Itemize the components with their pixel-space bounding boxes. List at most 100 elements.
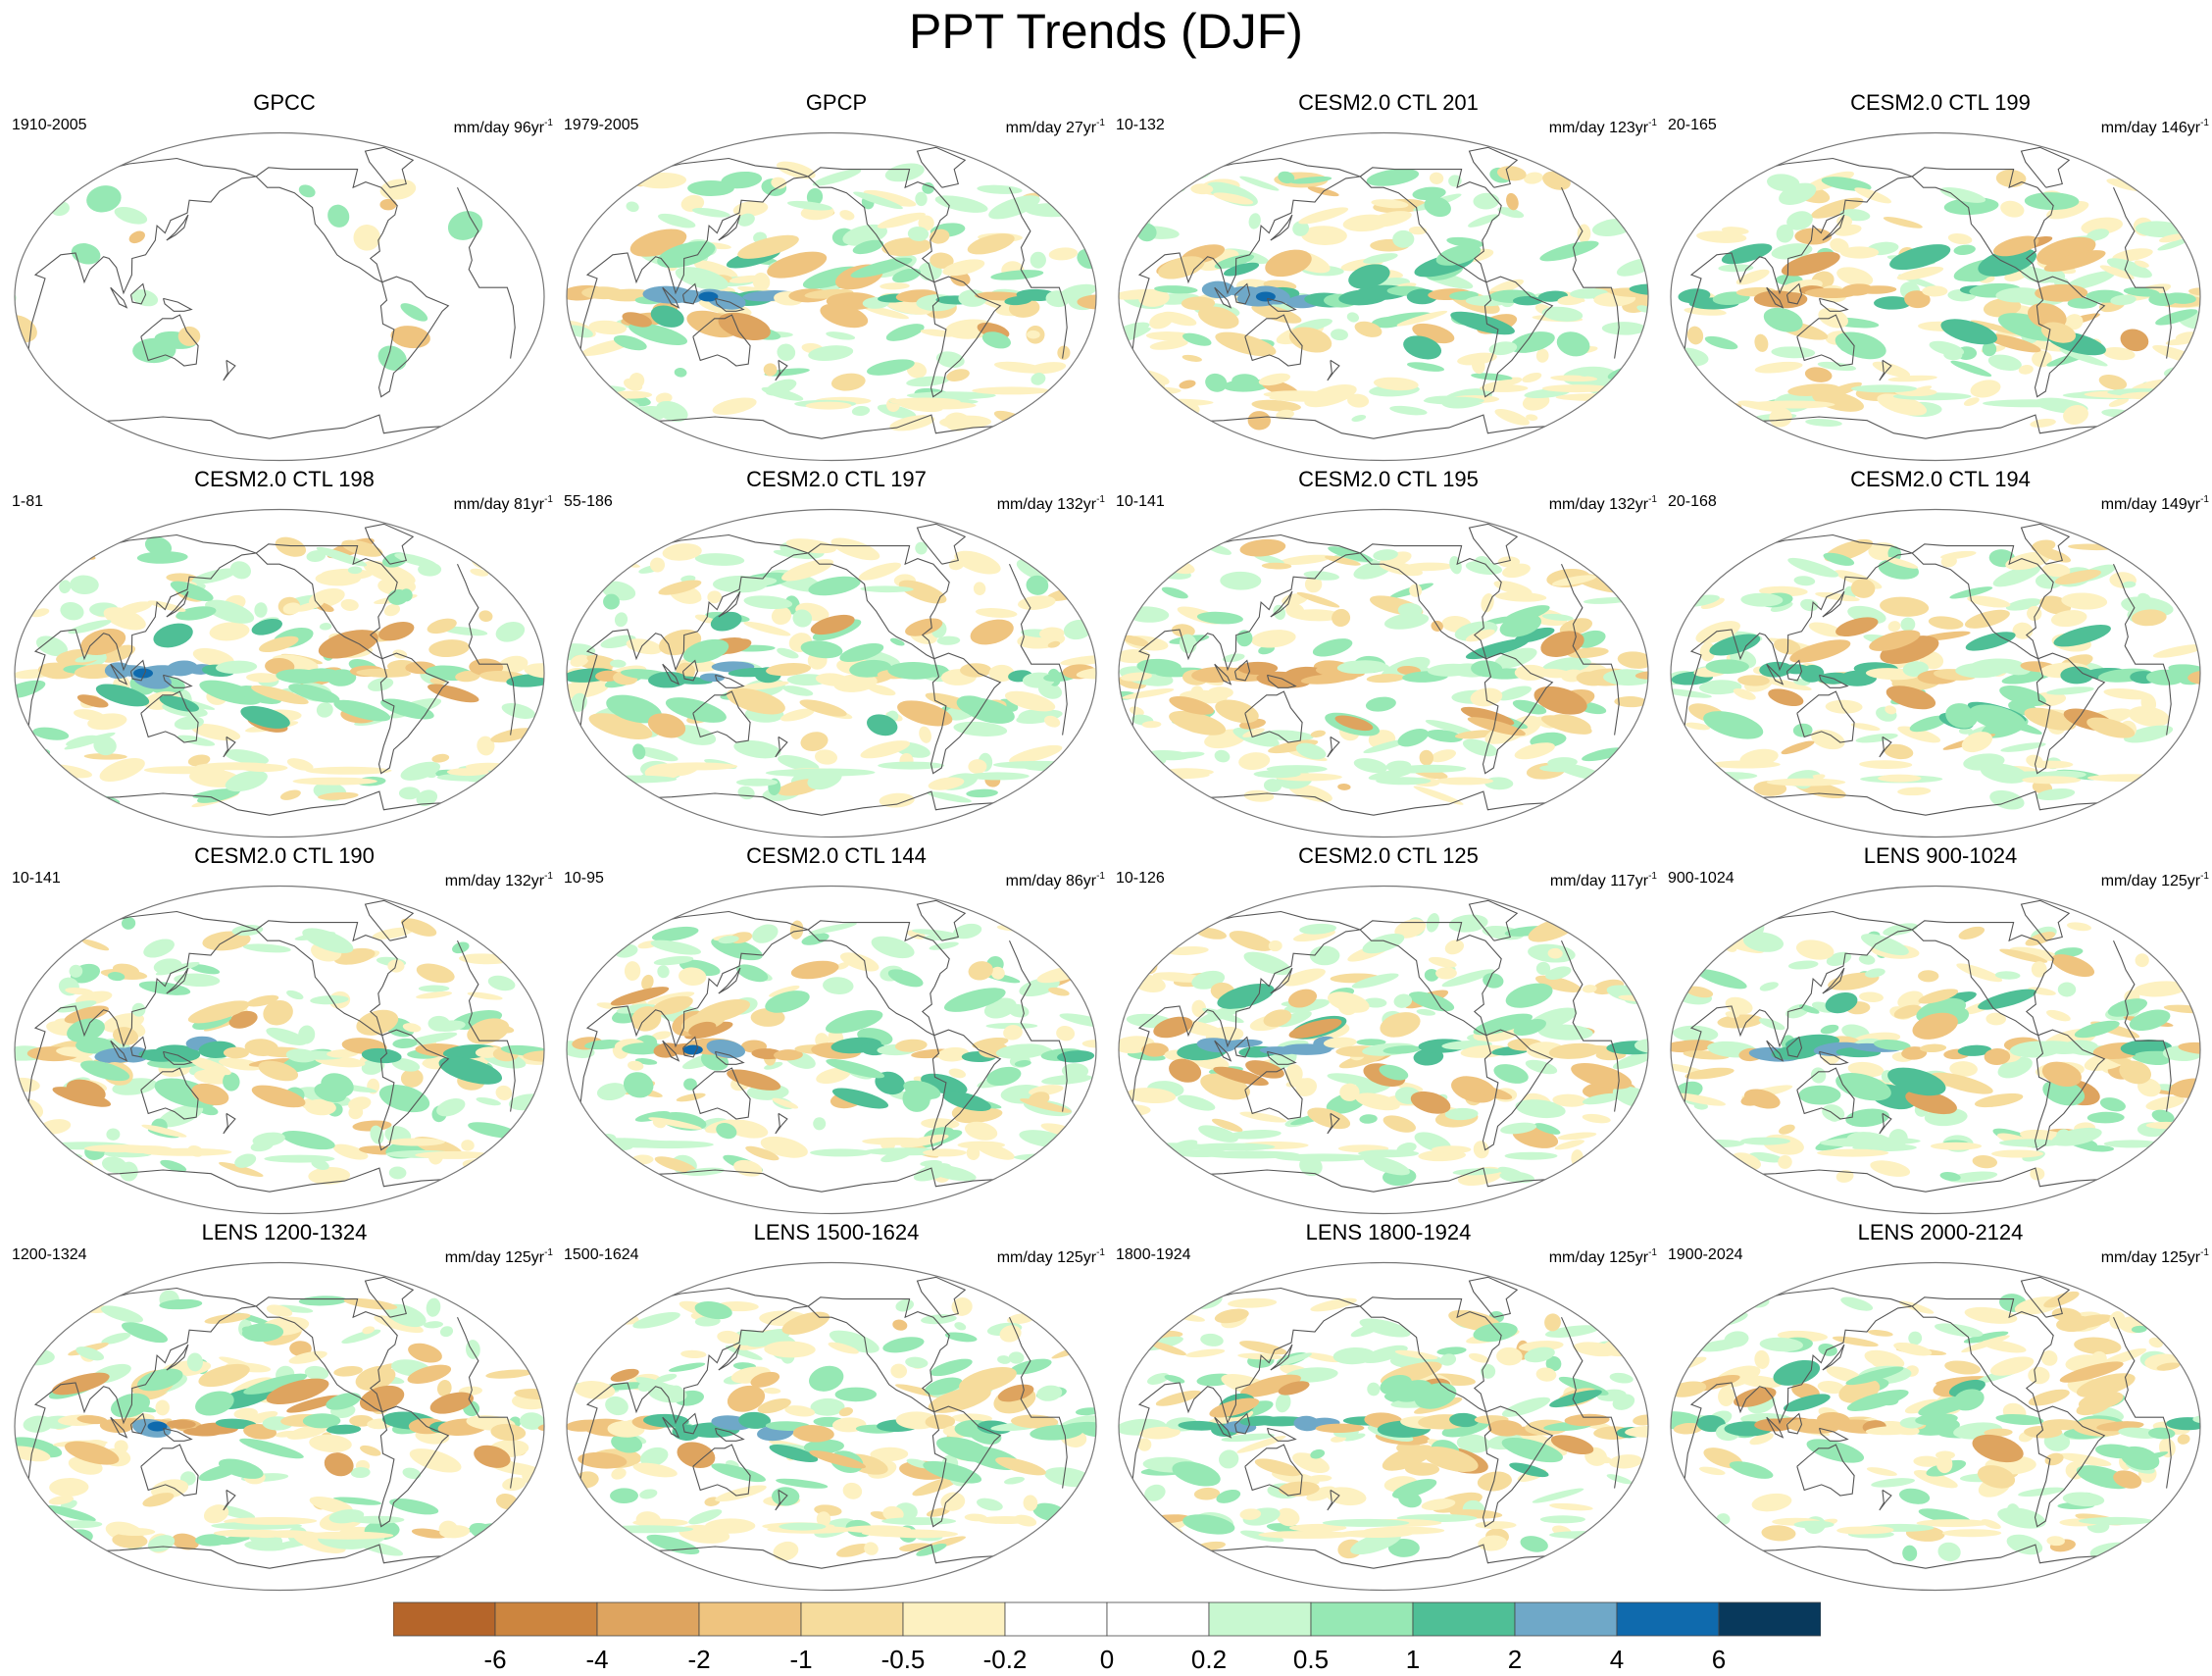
trend-anomaly-patch bbox=[1967, 595, 2011, 608]
trend-anomaly-patch bbox=[1737, 675, 1770, 686]
trend-anomaly-patch bbox=[2145, 669, 2186, 686]
colorbar-tick-label: 1 bbox=[1405, 1645, 1421, 1674]
trend-anomaly-patch bbox=[1435, 244, 1482, 266]
trend-anomaly-patch bbox=[1452, 1168, 1502, 1176]
trend-anomaly-patch bbox=[1740, 592, 1784, 607]
trend-anomaly-patch bbox=[1997, 1507, 2046, 1529]
trend-anomaly-patch bbox=[1471, 373, 1513, 381]
trend-anomaly-patch bbox=[379, 178, 417, 200]
trend-anomaly-patch bbox=[2134, 981, 2187, 997]
trend-anomaly-patch bbox=[2101, 409, 2136, 419]
trend-anomaly-patch bbox=[1980, 763, 2028, 784]
trend-anomaly-patch bbox=[1961, 1335, 2010, 1353]
trend-anomaly-patch bbox=[691, 207, 730, 218]
trend-anomaly-patch bbox=[786, 200, 832, 211]
trend-anomaly-patch bbox=[1994, 971, 2021, 980]
trend-anomaly-patch bbox=[964, 1121, 998, 1141]
trend-anomaly-patch bbox=[726, 687, 785, 715]
trend-anomaly-patch bbox=[881, 1517, 957, 1526]
trend-anomaly-patch bbox=[458, 953, 511, 965]
trend-anomaly-patch bbox=[2086, 1111, 2125, 1124]
units-prefix: mm/day bbox=[2100, 1249, 2157, 1266]
coastline bbox=[628, 790, 1032, 816]
trend-anomaly-patch bbox=[610, 1368, 639, 1382]
trend-anomaly-patch bbox=[1220, 1039, 1263, 1048]
trend-anomaly-patch bbox=[1222, 653, 1245, 663]
trend-anomaly-patch bbox=[1855, 733, 1898, 743]
coastline bbox=[1270, 590, 1293, 618]
trend-anomaly-patch bbox=[1324, 555, 1361, 566]
trend-anomaly-patch bbox=[993, 410, 1030, 427]
trend-anomaly-patch bbox=[718, 312, 771, 341]
trend-anomaly-patch bbox=[1588, 1454, 1613, 1464]
trend-anomaly-patch bbox=[1363, 1155, 1410, 1176]
trend-anomaly-patch bbox=[781, 1311, 830, 1335]
trend-anomaly-patch bbox=[2089, 1542, 2138, 1560]
panel-title: CESM2.0 CTL 125 bbox=[1298, 843, 1479, 868]
trend-anomaly-patch bbox=[298, 1295, 348, 1306]
trend-anomaly-patch bbox=[780, 708, 815, 722]
coastline bbox=[1180, 414, 1584, 439]
coastline bbox=[1131, 1287, 1361, 1489]
trend-anomaly-patch bbox=[1326, 1487, 1367, 1506]
trend-anomaly-patch bbox=[2064, 314, 2084, 330]
trend-anomaly-patch bbox=[864, 1542, 879, 1555]
trend-anomaly-patch bbox=[114, 206, 148, 225]
panel-units: mm/day 132yr-1 bbox=[1549, 488, 1657, 517]
trend-anomaly-patch bbox=[2006, 1503, 2021, 1519]
trend-anomaly-patch bbox=[101, 1156, 127, 1174]
trend-anomaly-patch bbox=[1787, 960, 1819, 970]
trend-anomaly-patch bbox=[2076, 1373, 2136, 1397]
trend-anomaly-patch bbox=[258, 1060, 299, 1082]
trend-anomaly-patch bbox=[1964, 609, 2010, 629]
units-suffix: yr bbox=[1082, 120, 1097, 136]
trend-anomaly-patch bbox=[56, 1000, 97, 1013]
trend-anomaly-patch bbox=[765, 990, 810, 1013]
trend-anomaly-patch bbox=[15, 680, 46, 699]
trend-anomaly-patch bbox=[1185, 1348, 1226, 1358]
trend-anomaly-patch bbox=[1396, 764, 1467, 773]
coastline bbox=[681, 282, 699, 305]
trend-anomaly-patch bbox=[153, 958, 182, 975]
trend-anomaly-patch bbox=[1193, 1487, 1221, 1500]
trend-anomaly-patch bbox=[997, 1384, 1034, 1402]
trend-anomaly-patch bbox=[1161, 586, 1188, 599]
trend-anomaly-patch bbox=[610, 987, 670, 1006]
trend-anomaly-patch bbox=[1367, 1382, 1381, 1397]
trend-anomaly-patch bbox=[333, 1366, 363, 1377]
robinson-map bbox=[566, 508, 1097, 838]
trend-anomaly-patch bbox=[953, 721, 1008, 736]
coastline bbox=[162, 1050, 193, 1065]
trend-anomaly-patch bbox=[1253, 553, 1284, 565]
coastline bbox=[628, 1544, 1032, 1569]
trend-anomaly-patch bbox=[350, 1466, 371, 1479]
trend-anomaly-patch bbox=[1475, 1521, 1517, 1530]
trend-anomaly-patch bbox=[95, 684, 150, 707]
trend-anomaly-patch bbox=[928, 1387, 991, 1413]
trend-anomaly-patch bbox=[682, 638, 729, 663]
trend-anomaly-patch bbox=[826, 331, 856, 340]
trend-anomaly-patch bbox=[1699, 558, 1734, 569]
trend-anomaly-patch bbox=[1939, 186, 1986, 203]
coastline bbox=[1796, 690, 1855, 743]
trend-anomaly-patch bbox=[1051, 1341, 1096, 1359]
trend-anomaly-patch bbox=[348, 1096, 372, 1111]
trend-anomaly-patch bbox=[958, 1366, 1017, 1394]
trend-anomaly-patch bbox=[1893, 1004, 1922, 1019]
trend-anomaly-patch bbox=[650, 305, 684, 328]
trend-anomaly-patch bbox=[1232, 374, 1259, 388]
coastline bbox=[714, 297, 745, 312]
map-panel: CESM2.0 CTL 195 10-141 mm/day 132yr-1 bbox=[1114, 467, 1663, 844]
trend-anomaly-patch bbox=[863, 305, 909, 320]
trend-anomaly-patch bbox=[1177, 166, 1212, 181]
trend-anomaly-patch bbox=[81, 939, 110, 951]
colorbar-swatch bbox=[698, 1601, 802, 1637]
trend-anomaly-patch bbox=[1899, 1488, 1931, 1504]
colorbar-tick-label: 0.2 bbox=[1190, 1645, 1228, 1674]
trend-anomaly-patch bbox=[188, 1056, 231, 1076]
trend-anomaly-patch bbox=[641, 974, 654, 990]
trend-anomaly-patch bbox=[1704, 335, 1738, 350]
trend-anomaly-patch bbox=[415, 1150, 493, 1159]
trend-anomaly-patch bbox=[2103, 1140, 2160, 1148]
coastline bbox=[916, 523, 967, 565]
